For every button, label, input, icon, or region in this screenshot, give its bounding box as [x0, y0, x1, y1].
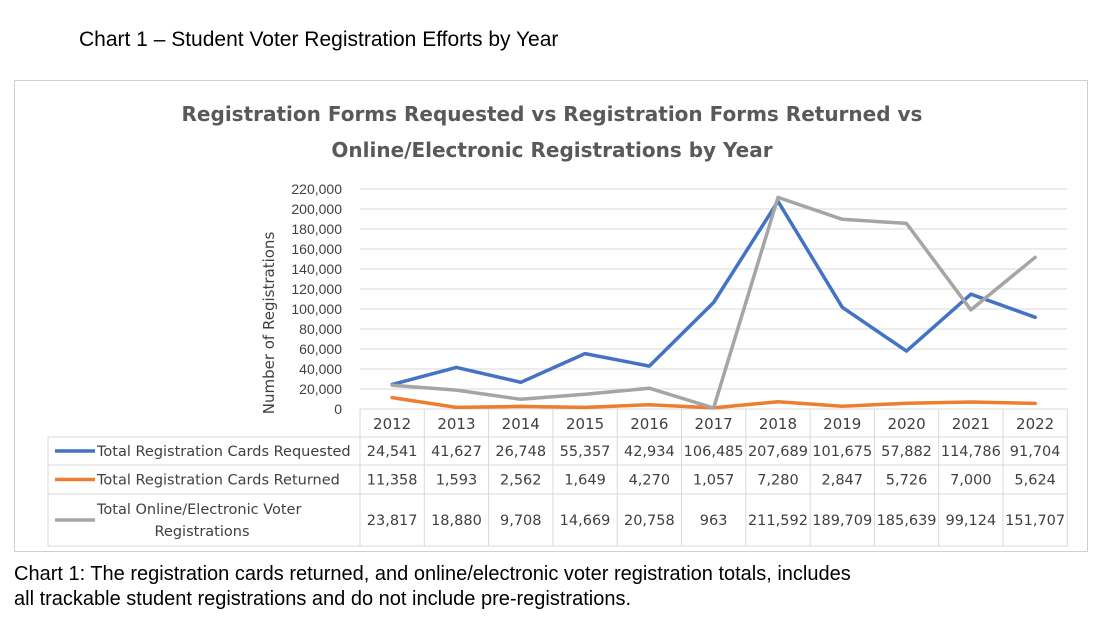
data-table-value: 185,639	[877, 513, 937, 529]
data-table-value: 26,748	[495, 444, 546, 460]
y-tick-label: 60,000	[299, 341, 342, 357]
y-tick-label: 40,000	[299, 361, 342, 377]
series-name: Registrations	[155, 524, 250, 540]
data-table-value: 55,357	[560, 444, 611, 460]
y-tick-label: 100,000	[291, 301, 342, 317]
data-table-value: 5,624	[1014, 473, 1056, 489]
data-table-value: 91,704	[1010, 444, 1061, 460]
data-table-value: 11,358	[367, 473, 418, 489]
chart-frame	[14, 80, 1088, 552]
series-name: Total Registration Cards Requested	[96, 444, 351, 460]
y-axis-label: Number of Registrations	[260, 232, 278, 415]
data-table-value: 211,592	[748, 513, 808, 529]
chart-caption-bottom: Chart 1: The registration cards returned…	[14, 562, 851, 612]
data-table-value: 106,485	[684, 444, 744, 460]
data-table-value: 9,708	[500, 513, 542, 529]
data-table-value: 5,726	[886, 473, 928, 489]
data-table-value: 2,847	[821, 473, 863, 489]
y-tick-label: 220,000	[291, 181, 342, 197]
series-line	[390, 195, 1037, 410]
data-table-value: 57,882	[881, 444, 932, 460]
data-table-value: 99,124	[945, 513, 996, 529]
x-category-label: 2012	[373, 415, 411, 433]
x-category-label: 2016	[630, 415, 668, 433]
data-table-value: 963	[700, 513, 728, 529]
chart-caption-bottom-line1: Chart 1: The registration cards returned…	[14, 563, 851, 585]
x-category-label: 2017	[695, 415, 733, 433]
y-tick-label: 0	[334, 401, 342, 417]
data-table-value: 151,707	[1005, 513, 1065, 529]
chart-caption-bottom-line2: all trackable student registrations and …	[14, 588, 632, 610]
data-table-value: 14,669	[560, 513, 611, 529]
x-category-label: 2015	[566, 415, 604, 433]
data-table-value: 7,000	[950, 473, 992, 489]
y-tick-label: 20,000	[299, 381, 342, 397]
y-tick-label: 200,000	[291, 201, 342, 217]
x-category-label: 2019	[823, 415, 861, 433]
data-table-value: 207,689	[748, 444, 808, 460]
y-tick-label: 140,000	[291, 261, 342, 277]
x-category-label: 2022	[1016, 415, 1054, 433]
chart-caption-top: Chart 1 – Student Voter Registration Eff…	[79, 28, 559, 51]
x-category-label: 2013	[437, 415, 475, 433]
data-table-value: 7,280	[757, 473, 799, 489]
x-category-label: 2021	[952, 415, 990, 433]
x-category-label: 2014	[502, 415, 540, 433]
y-tick-label: 180,000	[291, 221, 342, 237]
chart-title-line2: Online/Electronic Registrations by Year	[331, 138, 773, 162]
x-category-label: 2020	[887, 415, 925, 433]
data-table-value: 23,817	[367, 513, 418, 529]
data-table-value: 189,709	[812, 513, 872, 529]
y-tick-label: 120,000	[291, 281, 342, 297]
data-table-value: 24,541	[367, 444, 418, 460]
chart-title: Registration Forms Requested vs Registra…	[0, 96, 1104, 168]
data-table-value: 4,270	[629, 473, 671, 489]
data-table-value: 41,627	[431, 444, 482, 460]
data-table-value: 1,057	[693, 473, 735, 489]
data-table-value: 42,934	[624, 444, 675, 460]
data-table-value: 1,649	[564, 473, 606, 489]
series-line	[390, 199, 1037, 387]
data-table-value: 18,880	[431, 513, 482, 529]
data-table-value: 2,562	[500, 473, 542, 489]
data-table-value: 20,758	[624, 513, 675, 529]
series-name: Total Online/Electronic Voter	[96, 502, 301, 518]
series-name: Total Registration Cards Returned	[96, 473, 340, 489]
data-table-value: 114,786	[941, 444, 1001, 460]
x-category-label: 2018	[759, 415, 797, 433]
chart-title-line1: Registration Forms Requested vs Registra…	[181, 102, 923, 126]
data-table-value: 101,675	[812, 444, 872, 460]
y-tick-label: 80,000	[299, 321, 342, 337]
y-tick-label: 160,000	[291, 241, 342, 257]
data-table-value: 1,593	[436, 473, 478, 489]
